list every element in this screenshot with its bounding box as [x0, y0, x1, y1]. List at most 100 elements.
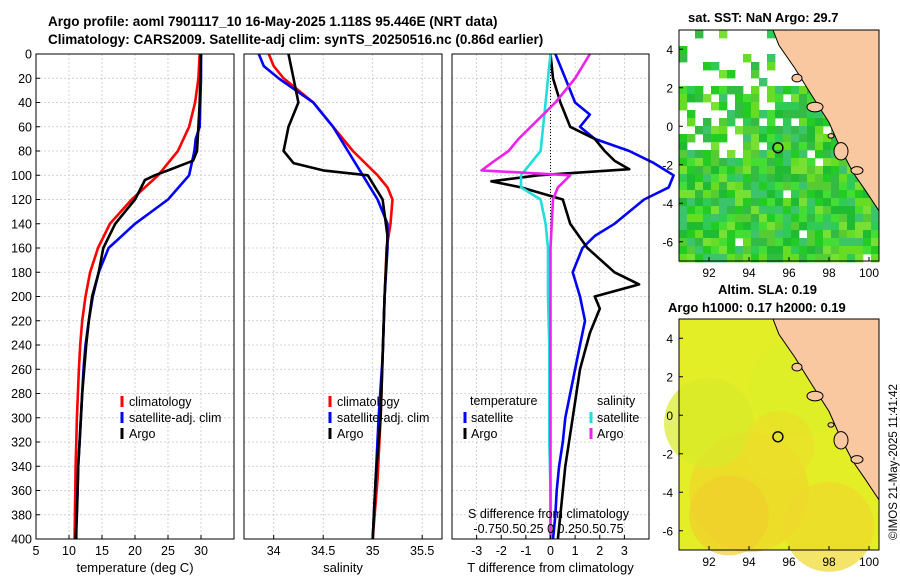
sst-cell [719, 206, 728, 215]
sst-cell [743, 118, 752, 127]
sst-cell [807, 166, 816, 175]
sst-cell [831, 198, 840, 207]
sst-cell [711, 86, 720, 95]
sst-cell [871, 230, 880, 239]
x-tick-label: 1 [572, 544, 579, 558]
sst-cell [679, 230, 688, 239]
sst-cell [807, 126, 816, 135]
sst-cell [831, 238, 840, 247]
y-tick-label: 340 [11, 460, 32, 474]
sst-cell [791, 110, 800, 119]
sst-cell [871, 254, 880, 263]
x-tick-label: -3 [471, 544, 482, 558]
sst-cell [711, 198, 720, 207]
sst-cell [735, 110, 744, 119]
sst-cell [767, 126, 776, 135]
sst-cell [687, 182, 696, 191]
x-axis-label: T difference from climatology [467, 560, 634, 575]
sst-cell [807, 110, 816, 119]
sst-cell [695, 230, 704, 239]
sst-cell [815, 230, 824, 239]
sst-cell [711, 102, 720, 111]
sst-cell [767, 54, 776, 63]
sst-cell [759, 134, 768, 143]
x-tick-label: 5 [33, 544, 40, 558]
lat-tick-label: 2 [666, 81, 673, 95]
island [850, 455, 864, 464]
sst-cell [791, 102, 800, 111]
sst-cell [823, 150, 832, 159]
y-tick-label: 100 [11, 169, 32, 183]
sst-cell [767, 182, 776, 191]
sst-cell [743, 150, 752, 159]
sst-cell [807, 214, 816, 223]
legend-label: satellite [471, 411, 513, 425]
map-frame [678, 318, 880, 551]
sst-cell [767, 150, 776, 159]
y-tick-label: 400 [11, 533, 32, 547]
sst-cell [831, 158, 840, 167]
sst-cell [823, 190, 832, 199]
sst-cell [791, 134, 800, 143]
y-tick-label: 0 [25, 48, 32, 62]
sst-cell [687, 134, 696, 143]
sst-cell [751, 142, 760, 151]
sst-cell [719, 214, 728, 223]
sst-cell [735, 206, 744, 215]
sst-cell [719, 190, 728, 199]
sst-cell [743, 182, 752, 191]
sst-cell [727, 174, 736, 183]
y-tick-label: 220 [11, 314, 32, 328]
sst-cell [679, 166, 688, 175]
sst-cell [767, 110, 776, 119]
sla-anomaly-patch [664, 377, 754, 468]
sst-cell [679, 206, 688, 215]
sst-cell [727, 214, 736, 223]
sst-cell [807, 190, 816, 199]
y-tick-label: 360 [11, 484, 32, 498]
sst-cell [855, 198, 864, 207]
sst-cell [743, 246, 752, 255]
sst-cell [751, 110, 760, 119]
sst-cell [807, 94, 816, 103]
lon-tick-label: 94 [742, 266, 756, 280]
sst-cell [703, 230, 712, 239]
sst-cell [831, 214, 840, 223]
sst-cell [791, 166, 800, 175]
legend-label: satellite-adj. clim [337, 411, 429, 425]
sst-cell [831, 206, 840, 215]
lat-tick-label: 4 [666, 332, 673, 346]
sst-cell [735, 214, 744, 223]
sst-cell [719, 30, 728, 39]
sst-cell [695, 238, 704, 247]
sst-cell [839, 246, 848, 255]
sst-cell [743, 166, 752, 175]
sst-cell [799, 214, 808, 223]
legend-label: climatology [129, 395, 192, 409]
sst-cell [775, 102, 784, 111]
sst-cell [751, 246, 760, 255]
top-axis-label: S difference from climatology [468, 507, 630, 521]
sla-anomaly-patch [689, 475, 769, 556]
sst-cell [783, 182, 792, 191]
sst-cell [831, 174, 840, 183]
sst-cell [751, 182, 760, 191]
sst-cell [679, 142, 688, 151]
lat-tick-label: 2 [666, 370, 673, 384]
sst-cell [767, 214, 776, 223]
sst-cell [799, 102, 808, 111]
sst-cell [863, 246, 872, 255]
sst-cell [751, 166, 760, 175]
sst-cell [743, 134, 752, 143]
sst-cell [703, 94, 712, 103]
sst-cell [767, 118, 776, 127]
sst-cell [823, 182, 832, 191]
climatology-title: Climatology: CARS2009. Satellite-adj cli… [48, 32, 544, 47]
sst-cell [767, 246, 776, 255]
sst-cell [711, 150, 720, 159]
sst-cell [727, 190, 736, 199]
sst-cell [791, 190, 800, 199]
sst-cell [719, 126, 728, 135]
sst-cell [815, 246, 824, 255]
sst-cell [767, 190, 776, 199]
